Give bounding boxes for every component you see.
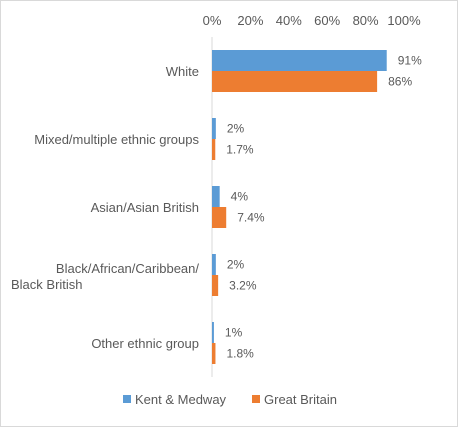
category-label: Black/African/Caribbean/Black British xyxy=(11,261,199,292)
x-tick-label: 60% xyxy=(314,13,340,28)
data-label: 2% xyxy=(227,122,245,136)
data-label: 1.8% xyxy=(226,347,254,361)
data-label: 2% xyxy=(227,258,245,272)
legend-label: Kent & Medway xyxy=(135,392,227,407)
x-tick-label: 20% xyxy=(237,13,263,28)
bar-great-britain xyxy=(212,275,219,296)
bar-kent-medway xyxy=(212,50,387,71)
data-label: 7.4% xyxy=(237,211,265,225)
data-label: 1.7% xyxy=(226,143,254,157)
x-tick-label: 0% xyxy=(203,13,222,28)
data-label: 3.2% xyxy=(229,279,257,293)
bar-kent-medway xyxy=(212,322,214,343)
bar-kent-medway xyxy=(212,186,220,207)
data-label: 4% xyxy=(231,190,249,204)
data-label: 86% xyxy=(388,75,412,89)
bar-great-britain xyxy=(212,71,378,92)
x-tick-label: 80% xyxy=(353,13,379,28)
category-label: Other ethnic group xyxy=(91,336,199,351)
data-label: 1% xyxy=(225,326,243,340)
category-label: White xyxy=(166,64,199,79)
legend-label: Great Britain xyxy=(264,392,337,407)
category-label: Mixed/multiple ethnic groups xyxy=(34,132,199,147)
bar-great-britain xyxy=(212,207,227,228)
legend-swatch xyxy=(252,395,260,403)
bar-great-britain xyxy=(212,139,216,160)
category-label: Asian/Asian British xyxy=(91,200,199,215)
bar-kent-medway xyxy=(212,254,216,275)
x-tick-label: 40% xyxy=(276,13,302,28)
bar-kent-medway xyxy=(212,118,216,139)
bar-great-britain xyxy=(212,343,216,364)
data-label: 91% xyxy=(398,54,422,68)
legend-swatch xyxy=(123,395,131,403)
x-tick-label: 100% xyxy=(387,13,421,28)
